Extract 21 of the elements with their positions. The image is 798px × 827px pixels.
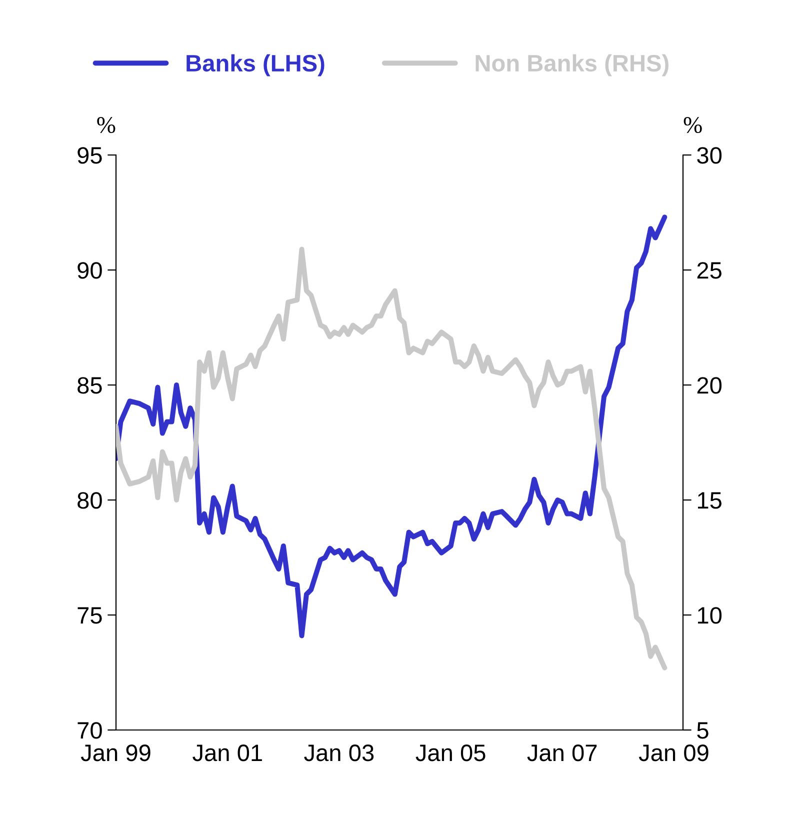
y-tick-label: 70 xyxy=(78,722,102,739)
y2-tick-label: 30 xyxy=(697,147,722,164)
y2-axis-title: % xyxy=(684,117,702,134)
y2-tick-label: 25 xyxy=(697,262,722,279)
y-tick-label: 80 xyxy=(78,492,102,509)
y-tick-label: 75 xyxy=(78,607,102,624)
x-tick-label: Jan 05 xyxy=(416,744,486,762)
y2-tick-label: 5 xyxy=(697,722,708,739)
y-tick-label: 95 xyxy=(78,147,102,164)
y-tick-label: 85 xyxy=(78,377,102,394)
y2-tick-label: 20 xyxy=(697,377,722,394)
x-tick-label: Jan 07 xyxy=(527,744,597,762)
legend-label: Banks (LHS) xyxy=(186,54,324,76)
y2-tick-label: 10 xyxy=(698,607,722,624)
x-tick-label: Jan 99 xyxy=(80,744,150,762)
y-axis-title: % xyxy=(97,117,116,134)
x-tick-label: Jan 09 xyxy=(638,744,708,762)
x-tick-label: Jan 01 xyxy=(192,744,262,762)
y-tick-label: 90 xyxy=(78,262,102,279)
y2-tick-label: 15 xyxy=(698,492,722,509)
x-tick-label: Jan 03 xyxy=(304,744,374,762)
